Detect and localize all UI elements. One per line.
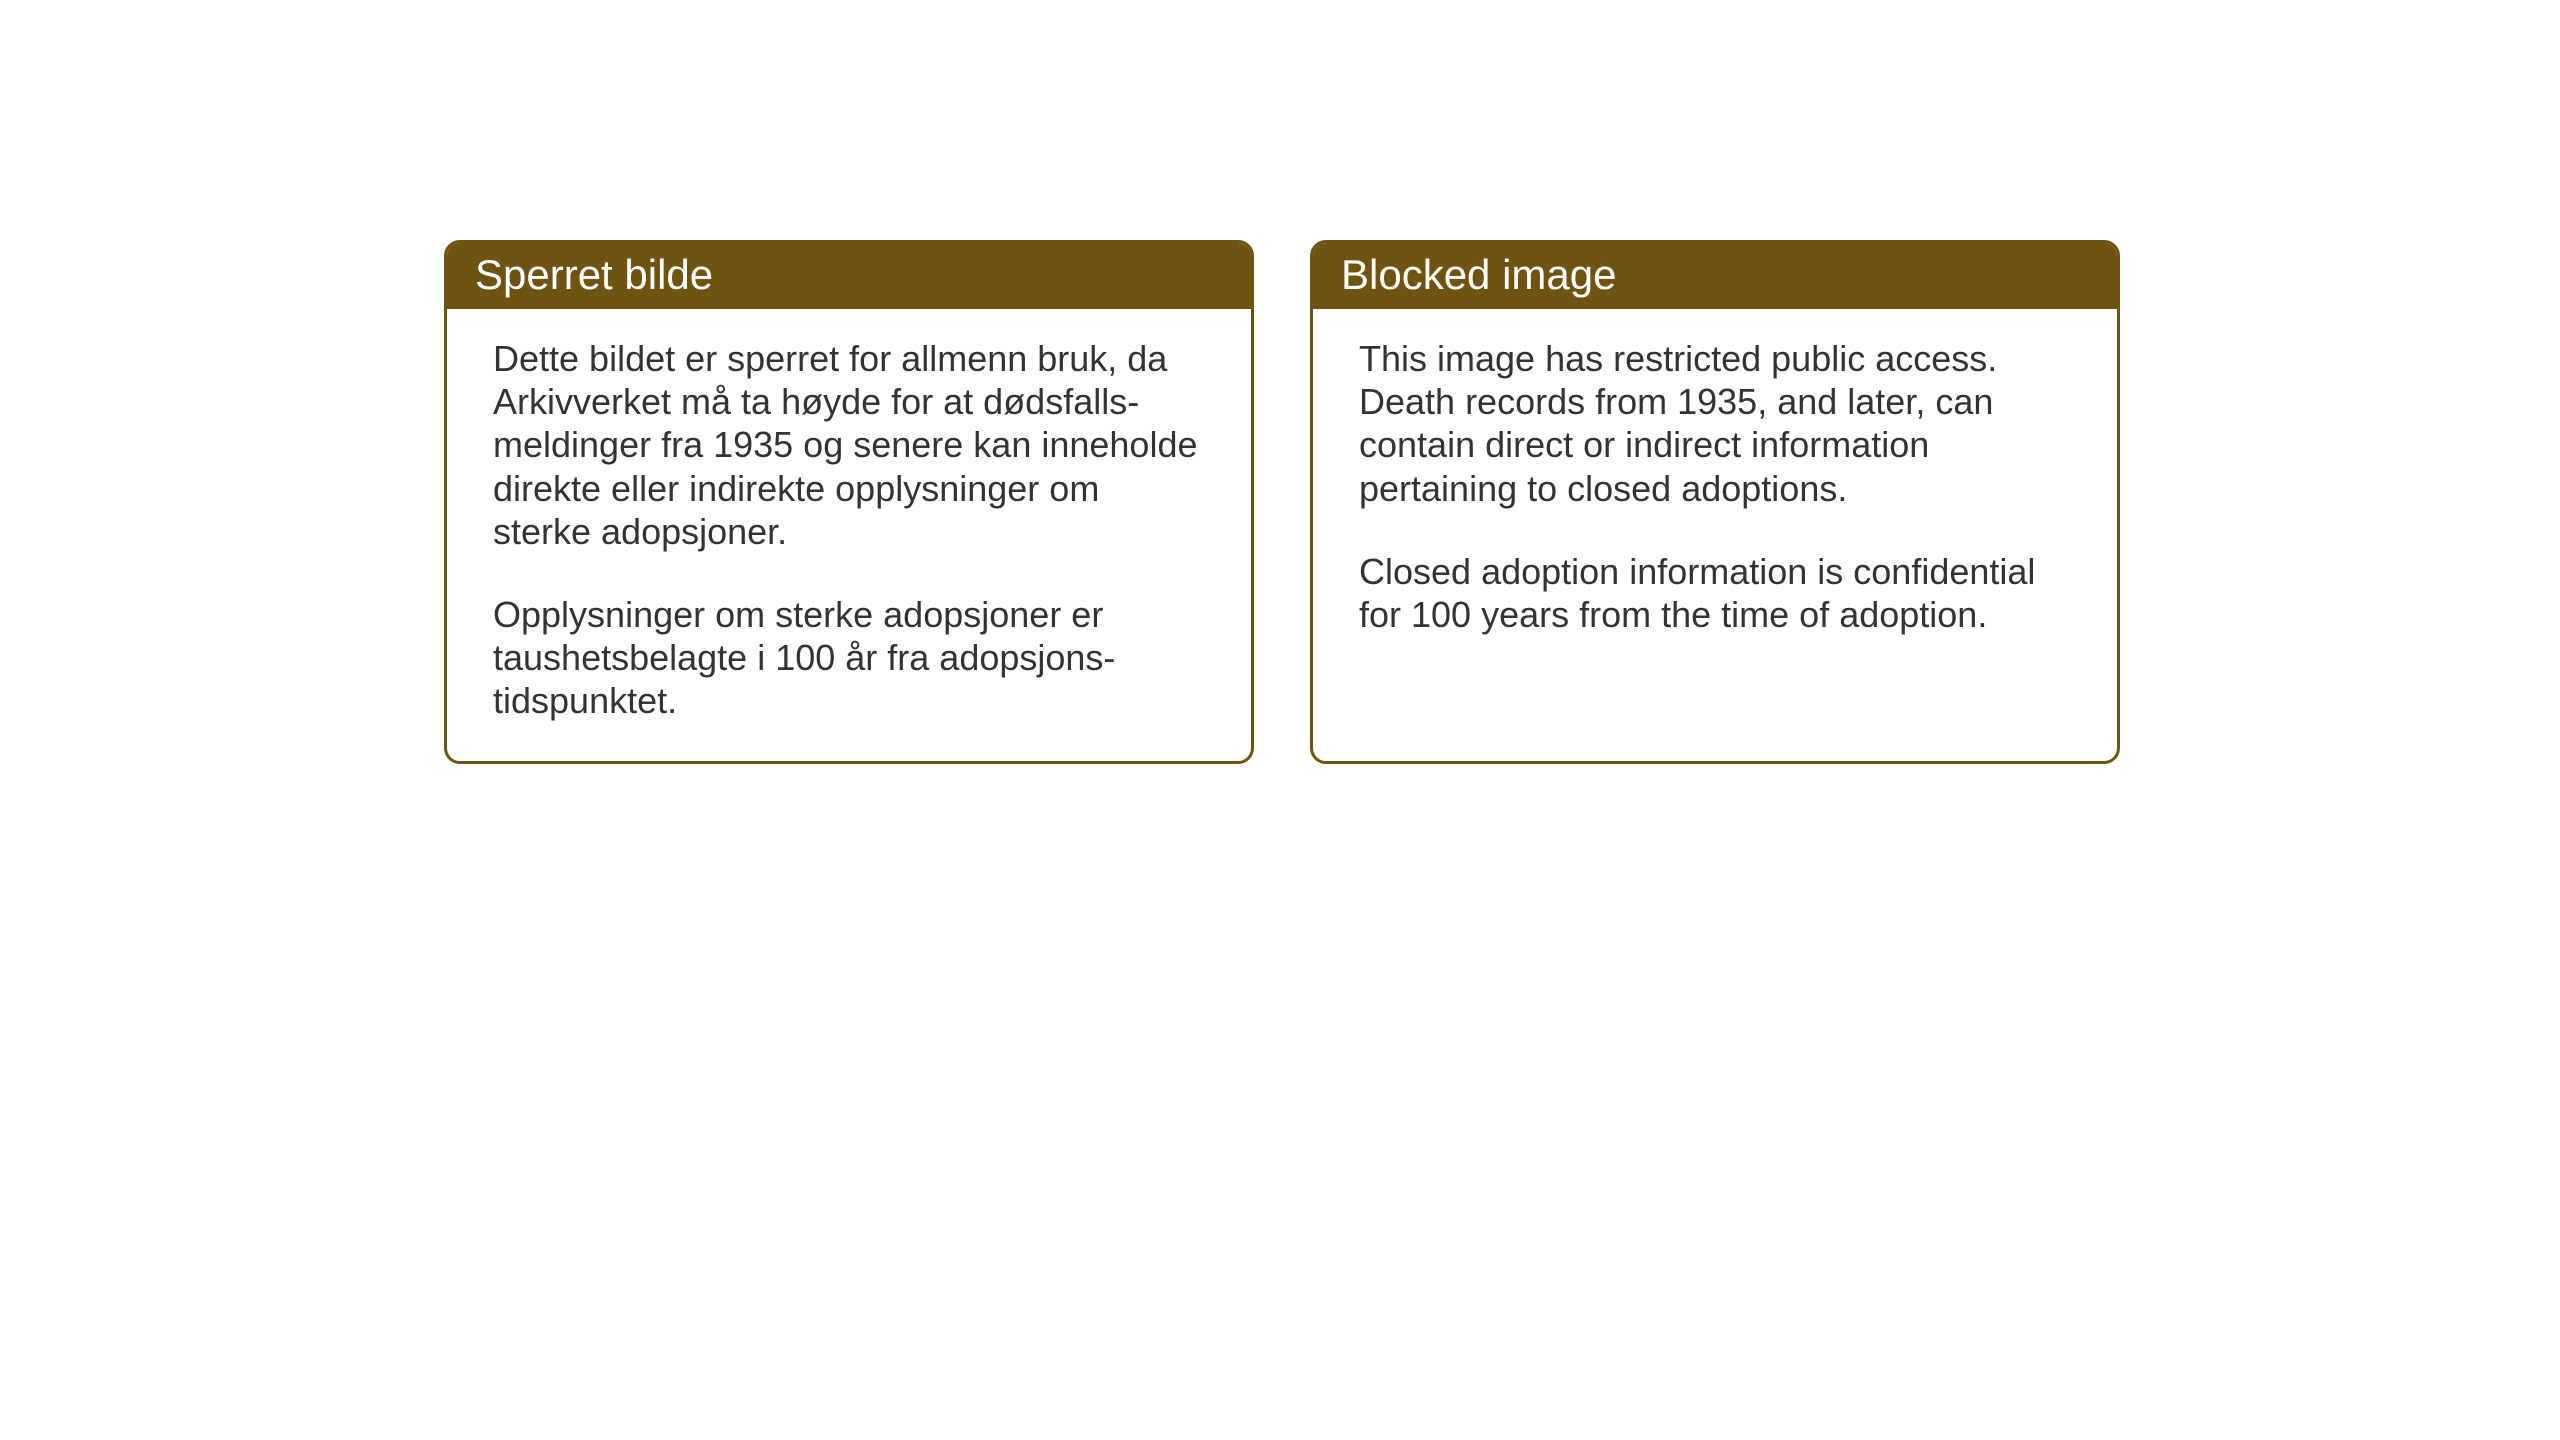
notice-card-english: Blocked image This image has restricted … xyxy=(1310,240,2120,764)
notice-paragraph: Opplysninger om sterke adopsjoner er tau… xyxy=(493,593,1205,723)
notice-header-english: Blocked image xyxy=(1313,243,2117,309)
notice-body-norwegian: Dette bildet er sperret for allmenn bruk… xyxy=(447,309,1251,761)
notice-paragraph: Dette bildet er sperret for allmenn bruk… xyxy=(493,337,1205,553)
notice-body-english: This image has restricted public access.… xyxy=(1313,309,2117,674)
notice-card-norwegian: Sperret bilde Dette bildet er sperret fo… xyxy=(444,240,1254,764)
notice-container: Sperret bilde Dette bildet er sperret fo… xyxy=(444,240,2120,764)
notice-header-norwegian: Sperret bilde xyxy=(447,243,1251,309)
notice-paragraph: This image has restricted public access.… xyxy=(1359,337,2071,510)
notice-paragraph: Closed adoption information is confident… xyxy=(1359,550,2071,636)
